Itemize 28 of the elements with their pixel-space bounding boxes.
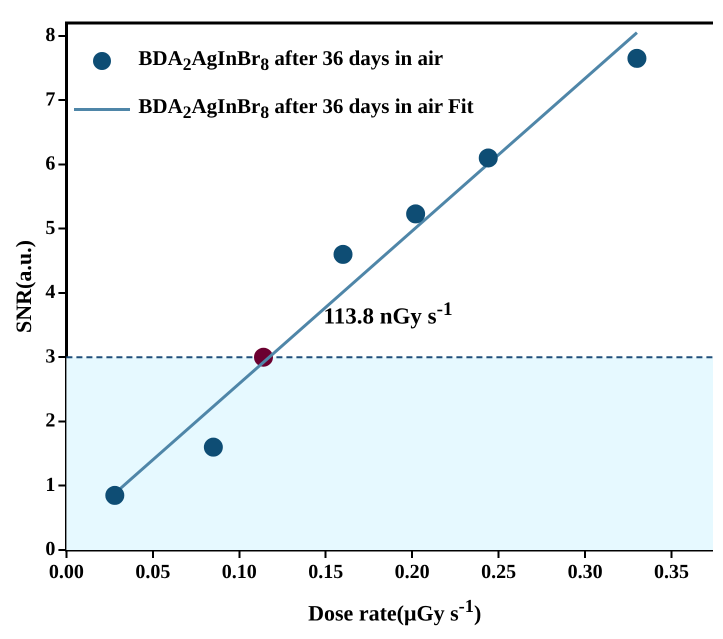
y-axis-title: SNR(a.u.) [10, 240, 36, 333]
x-tick-label: 0.05 [135, 561, 170, 584]
y-tick-label: 3 [45, 345, 56, 368]
y-tick-label: 7 [45, 88, 56, 110]
x-tick-label: 0.35 [654, 561, 690, 584]
x-tick-label: 0.25 [481, 561, 516, 584]
x-tick-label: 0.30 [568, 561, 603, 584]
x-tick-label: 0.00 [48, 561, 84, 584]
point [627, 48, 646, 68]
x-tick-label: 0.15 [308, 561, 344, 584]
x-tick-label: 0.10 [222, 561, 257, 584]
point [204, 438, 223, 457]
point [105, 486, 124, 505]
y-tick-label: 5 [45, 216, 56, 239]
point [478, 148, 498, 168]
y-tick-label: 0 [45, 538, 56, 560]
y-tick-label: 6 [45, 152, 56, 175]
annotation: 113.8 nGy s$^{-1}$ [323, 299, 453, 330]
y-tick-label: 4 [45, 281, 56, 304]
legend-label: BDA$_{2}$AgInBr$_{8}$ after 36 days in air [138, 46, 444, 76]
y-tick-label: 8 [45, 24, 56, 46]
x-tick-label: 0.20 [394, 561, 430, 584]
point [334, 244, 353, 264]
point [406, 204, 426, 224]
y-tick-label: 1 [45, 474, 56, 496]
legend-label: BDA$_{2}$AgInBr$_{8}$ after 36 days in air Fit [138, 94, 474, 124]
x-axis-title: Dose rate(μGy s$^{-1}$) [307, 596, 482, 626]
y-tick-label: 2 [45, 410, 56, 432]
